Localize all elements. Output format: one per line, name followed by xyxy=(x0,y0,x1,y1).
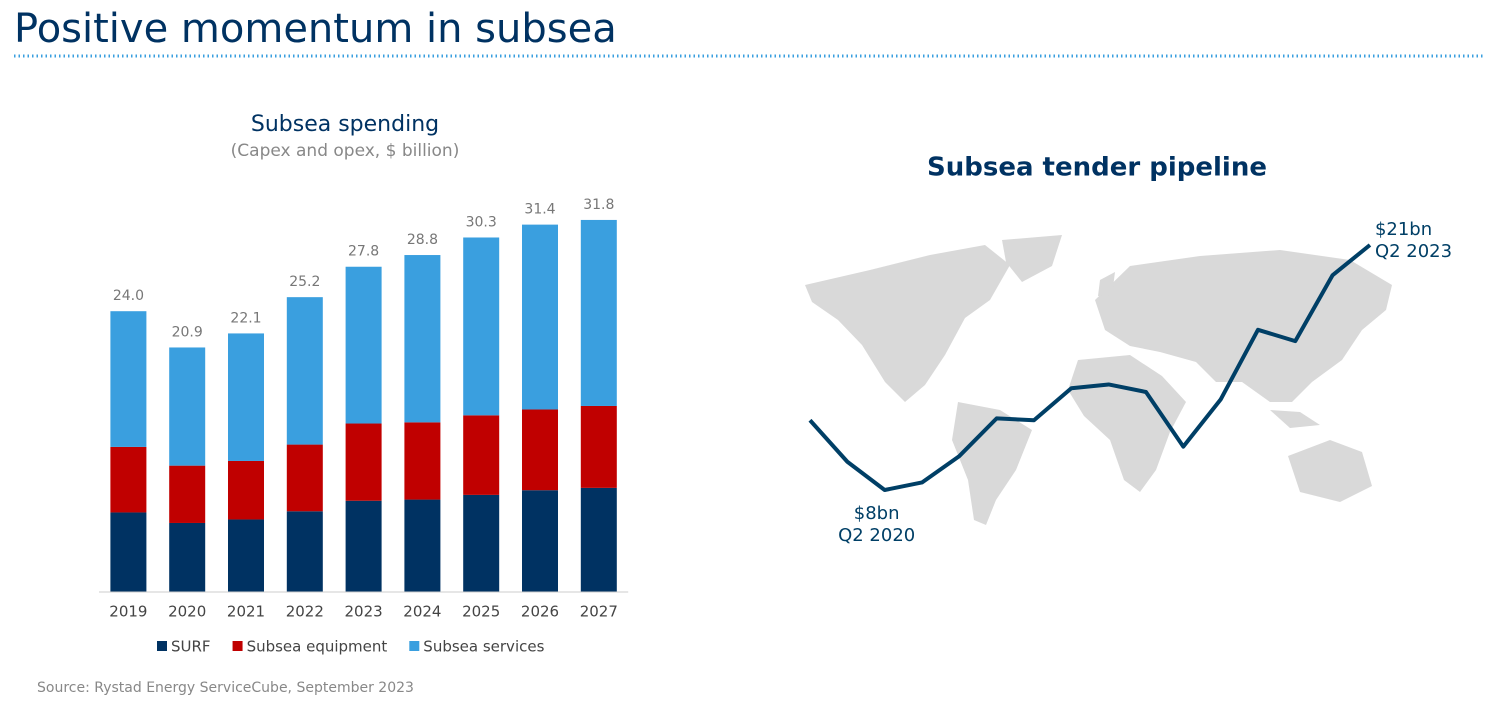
bar-segment xyxy=(522,224,558,410)
legend-label: Subsea services xyxy=(423,638,544,656)
line-series xyxy=(808,243,1372,492)
slide-title: Positive momentum in subsea xyxy=(14,6,617,52)
annotation-value: $8bn xyxy=(854,503,900,524)
bar-segment xyxy=(286,511,323,592)
source-note: Source: Rystad Energy ServiceCube, Septe… xyxy=(37,680,414,696)
bar-segment xyxy=(404,255,441,423)
chart-title: Subsea tender pipeline xyxy=(927,153,1267,183)
x-tick-label: 2026 xyxy=(521,603,559,621)
chart-title: Subsea spending xyxy=(251,112,439,137)
total-label: 20.9 xyxy=(172,324,203,340)
bar-segment xyxy=(580,405,617,488)
bar-segment xyxy=(228,519,264,592)
annotation-period: Q2 2020 xyxy=(838,525,915,546)
x-tick-label: 2024 xyxy=(403,603,441,621)
x-tick-label: 2023 xyxy=(345,603,383,621)
total-label: 31.8 xyxy=(583,197,614,213)
bar-segment xyxy=(463,237,500,416)
bar-segment xyxy=(286,297,323,445)
bar-segment xyxy=(345,423,382,501)
total-label: 30.3 xyxy=(466,214,497,230)
bar-segment xyxy=(345,266,382,424)
x-tick-label: 2020 xyxy=(168,603,206,621)
bar-segment xyxy=(522,409,558,491)
total-label: 24.0 xyxy=(113,288,144,304)
bar-segment xyxy=(404,422,441,500)
annotation-value: $21bn xyxy=(1375,219,1432,240)
total-label: 27.8 xyxy=(348,244,379,260)
x-tick-label: 2025 xyxy=(462,603,500,621)
bar-segment xyxy=(228,460,264,520)
bar-segment xyxy=(228,333,264,461)
x-tick-label: 2019 xyxy=(109,603,147,621)
bar-segment xyxy=(110,512,147,592)
bar-segment xyxy=(110,311,147,447)
bar-segment xyxy=(404,499,441,592)
total-label: 22.1 xyxy=(230,310,261,326)
bar-segment xyxy=(463,494,500,592)
annotation-period: Q2 2023 xyxy=(1375,241,1452,262)
legend-swatch xyxy=(232,641,243,651)
legend-swatch xyxy=(409,641,420,651)
world-map xyxy=(805,235,1392,525)
bar-segment xyxy=(169,522,206,592)
bar-segment xyxy=(169,465,206,523)
legend-label: SURF xyxy=(171,638,211,656)
bar-segment xyxy=(463,415,500,495)
legend-label: Subsea equipment xyxy=(247,638,388,656)
bar-segment xyxy=(110,446,147,513)
total-label: 31.4 xyxy=(524,202,555,218)
x-tick-label: 2021 xyxy=(227,603,265,621)
bar-segment xyxy=(522,490,558,592)
bar-segment xyxy=(345,500,382,592)
x-tick-label: 2022 xyxy=(286,603,324,621)
legend-swatch xyxy=(157,641,167,651)
x-tick-label: 2027 xyxy=(580,603,618,621)
bar-segment xyxy=(169,347,206,466)
bar-segment xyxy=(580,487,617,592)
total-label: 28.8 xyxy=(407,232,438,248)
chart-subtitle: (Capex and opex, $ billion) xyxy=(231,141,460,161)
total-label: 25.2 xyxy=(289,274,320,290)
bar-segment xyxy=(580,219,617,406)
bar-segment xyxy=(286,444,323,512)
